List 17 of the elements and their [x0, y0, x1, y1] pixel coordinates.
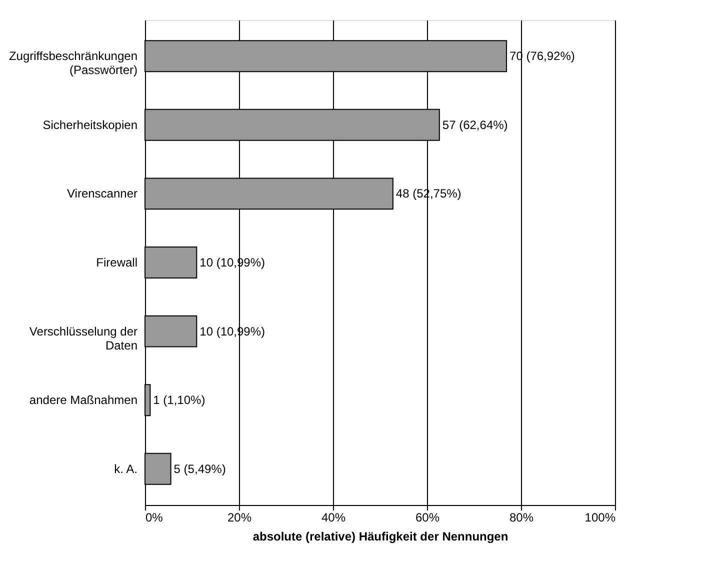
x-tick-label: 20% — [227, 510, 252, 524]
y-tick-label: Sicherheitskopien — [42, 118, 138, 132]
x-tick-label: 80% — [509, 510, 534, 524]
y-tick-label: Zugriffsbeschränkungen (Passwörter) — [8, 49, 138, 78]
x-tick-label: 100% — [584, 510, 616, 524]
y-tick-label: Virenscanner — [67, 186, 138, 201]
y-tick-label: k. A. — [114, 462, 138, 476]
x-tick-label: 40% — [321, 510, 346, 524]
y-tick-label: Verschlüsselung der Daten — [29, 324, 138, 352]
x-tick-label: 60% — [415, 510, 440, 524]
data-label: 5 (5,49%) — [174, 462, 226, 476]
y-tick-label: Firewall — [96, 256, 138, 270]
data-label: 57 (62,64%) — [442, 118, 508, 132]
x-axis-title: absolute (relative) Häufigkeit der Nennungen — [252, 530, 508, 544]
x-tick-label: 0% — [146, 510, 164, 524]
y-tick-label: andere Maßnahmen — [29, 393, 138, 408]
data-label: 1 (1,10%) — [153, 393, 206, 408]
